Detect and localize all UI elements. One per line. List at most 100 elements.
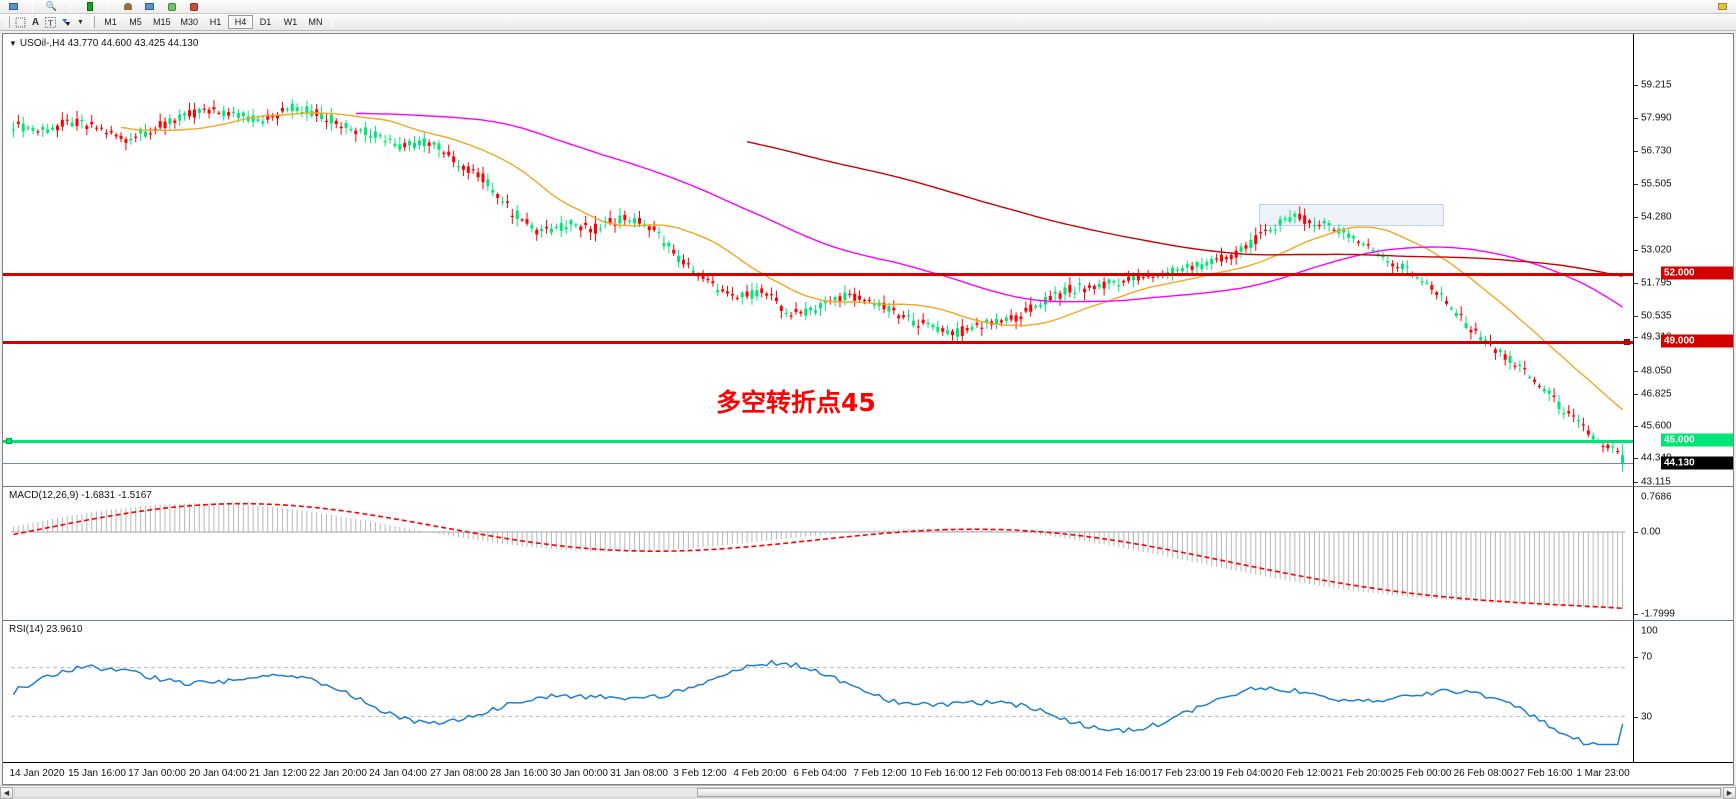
object-icon[interactable] xyxy=(186,0,201,13)
time-axis-label: 13 Feb 08:00 xyxy=(1031,768,1091,779)
rsi-axis-label: 70 xyxy=(1641,651,1653,663)
price-axis-label: 56.730 xyxy=(1641,145,1672,157)
macd-axis[interactable]: 0.7686 0.00 -1.7999 xyxy=(1633,487,1733,620)
current-price-line xyxy=(3,463,1633,464)
bar-chart-icon[interactable] xyxy=(82,0,97,13)
price-axis-label: 57.990 xyxy=(1641,112,1672,124)
time-axis-label: 3 Feb 12:00 xyxy=(673,768,727,779)
scroll-right-arrow-icon[interactable]: ▶ xyxy=(1723,786,1736,799)
time-axis-label: 24 Jan 04:00 xyxy=(369,768,427,779)
line-chart-icon[interactable] xyxy=(142,0,157,13)
text-icon[interactable]: A xyxy=(31,16,40,28)
magnifier-icon[interactable]: 🔍 xyxy=(45,1,58,11)
shapes-icon[interactable] xyxy=(58,16,73,29)
macd-axis-label: 0.7686 xyxy=(1641,491,1672,503)
price-axis-label: 48.050 xyxy=(1641,365,1672,377)
resistance-line-52[interactable] xyxy=(3,273,1633,276)
crosshair-icon[interactable] xyxy=(13,16,28,29)
svg-text:T: T xyxy=(48,18,53,27)
toolbar-grip[interactable] xyxy=(6,16,10,28)
time-axis-label: 21 Feb 20:00 xyxy=(1332,768,1392,779)
macd-plot xyxy=(11,502,1625,610)
resistance-49-handle-right[interactable] xyxy=(1624,339,1630,345)
scrollbar-thumb[interactable] xyxy=(697,788,1721,797)
price-axis-label: 43.115 xyxy=(1641,476,1671,488)
price-pane[interactable]: ▼ USOil-,H4 43.770 44.600 43.425 44.130 多… xyxy=(3,34,1733,488)
timeframe-m5[interactable]: M5 xyxy=(129,17,142,27)
rsi-plot xyxy=(11,659,1625,746)
rsi-axis[interactable]: 100 70 30 xyxy=(1633,621,1733,762)
scrollbar-track[interactable] xyxy=(14,787,1722,798)
template-icon[interactable] xyxy=(1715,0,1730,13)
support-line-45[interactable] xyxy=(3,440,1633,443)
macd-pane[interactable]: MACD(12,26,9) -1.6831 -1.5167 0.7686 0.0… xyxy=(3,486,1733,620)
time-axis-label: 14 Jan 2020 xyxy=(9,768,65,779)
time-axis-label: 15 Jan 16:00 xyxy=(68,768,126,779)
chart-area[interactable]: ▼ USOil-,H4 43.770 44.600 43.425 44.130 多… xyxy=(2,33,1734,785)
toolbar-separator xyxy=(108,0,109,13)
price-candles xyxy=(11,98,1625,472)
price-axis-label: 51.795 xyxy=(1641,277,1672,289)
price-axis-label: 53.020 xyxy=(1641,244,1672,256)
time-axis-label: 7 Feb 12:00 xyxy=(853,768,907,779)
indicator-icon[interactable] xyxy=(164,0,179,13)
timeframe-w1[interactable]: W1 xyxy=(283,17,298,27)
time-axis-label: 19 Feb 04:00 xyxy=(1212,768,1272,779)
timeframe-d1[interactable]: D1 xyxy=(259,17,272,27)
timeframe-h4[interactable]: H4 xyxy=(228,15,254,29)
macd-axis-label: 0.00 xyxy=(1641,526,1661,538)
macd-label: MACD(12,26,9) -1.6831 -1.5167 xyxy=(9,490,152,501)
time-axis-label: 31 Jan 08:00 xyxy=(610,768,668,779)
top-toolbar: 🔍 xyxy=(0,0,1736,14)
resistance-line-49[interactable] xyxy=(3,341,1633,344)
price-axis-label: 59.215 xyxy=(1641,79,1672,91)
chart-icon[interactable] xyxy=(6,0,21,13)
toolbar-separator xyxy=(70,0,71,13)
time-axis[interactable]: 14 Jan 2020 15 Jan 16:00 17 Jan 00:00 20 Ja… xyxy=(3,762,1733,784)
timeframe-m1[interactable]: M1 xyxy=(104,17,117,27)
timeframe-m30[interactable]: M30 xyxy=(180,17,199,27)
horizontal-scrollbar[interactable]: ◀ ▶ xyxy=(0,785,1736,799)
time-axis-label: 17 Feb 23:00 xyxy=(1151,768,1211,779)
price-tag-49[interactable]: 49.000 xyxy=(1661,334,1733,348)
time-axis-label: 28 Jan 16:00 xyxy=(490,768,548,779)
rsi-axis-label: 100 xyxy=(1641,625,1658,637)
rsi-label: RSI(14) 23.9610 xyxy=(9,624,83,635)
price-axis-label: 49.310 xyxy=(1641,331,1672,343)
price-axis-label: 55.505 xyxy=(1641,178,1672,190)
time-axis-label: 25 Feb 00:00 xyxy=(1392,768,1452,779)
timeframe-m15[interactable]: M15 xyxy=(153,17,171,27)
time-axis-label: 22 Jan 20:00 xyxy=(309,768,367,779)
price-axis-label: 46.825 xyxy=(1641,388,1672,400)
price-axis-label: 44.340 xyxy=(1641,452,1672,464)
time-axis-label: 10 Feb 16:00 xyxy=(910,768,970,779)
time-axis-label: 26 Feb 08:00 xyxy=(1453,768,1513,779)
price-axis[interactable]: 59.215 57.990 56.730 55.505 54.280 53.02… xyxy=(1633,34,1733,488)
price-tag-45[interactable]: 45.000 xyxy=(1661,433,1733,447)
rsi-pane[interactable]: RSI(14) 23.9610 100 70 30 xyxy=(3,620,1733,762)
candle-icon[interactable] xyxy=(120,0,135,13)
toolbar-separator xyxy=(32,0,33,13)
timeframe-h1[interactable]: H1 xyxy=(209,17,222,27)
time-axis-label: 6 Feb 04:00 xyxy=(793,768,847,779)
time-axis-label: 1 Mar 23:00 xyxy=(1576,768,1630,779)
collapse-arrow-icon[interactable]: ▼ xyxy=(9,39,17,48)
toolbar-grip-2[interactable] xyxy=(91,16,95,28)
current-price-tag: 44.130 xyxy=(1661,456,1733,470)
timeframe-mn[interactable]: MN xyxy=(308,17,323,27)
time-axis-label: 12 Feb 00:00 xyxy=(971,768,1031,779)
time-axis-label: 14 Feb 16:00 xyxy=(1091,768,1151,779)
time-axis-label: 21 Jan 12:00 xyxy=(249,768,307,779)
time-axis-label: 30 Jan 00:00 xyxy=(550,768,608,779)
time-axis-label: 27 Jan 08:00 xyxy=(430,768,488,779)
label-icon[interactable]: T xyxy=(43,16,58,29)
annotation-text: 多空转折点45 xyxy=(716,388,876,417)
scroll-left-arrow-icon[interactable]: ◀ xyxy=(0,786,13,799)
price-tag-52[interactable]: 52.000 xyxy=(1661,266,1733,280)
time-axis-label: 4 Feb 20:00 xyxy=(733,768,787,779)
support-line-handle-left[interactable] xyxy=(6,438,12,444)
dropdown-arrow-icon[interactable]: ▼ xyxy=(77,18,84,26)
price-axis-label: 50.535 xyxy=(1641,310,1672,322)
time-axis-label: 27 Feb 16:00 xyxy=(1513,768,1573,779)
